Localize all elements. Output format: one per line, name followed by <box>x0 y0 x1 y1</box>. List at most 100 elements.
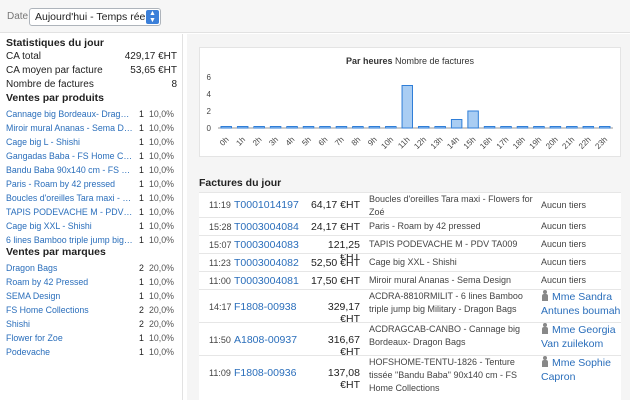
select-arrows-icon: ▲ ▼ <box>146 10 159 24</box>
x-tick-label: 19h <box>528 135 544 151</box>
stat-value: 53,65 €HT <box>130 65 177 76</box>
brand-name-link[interactable]: Dragon Bags <box>6 263 58 273</box>
invoice-row: 11:09 F1808-00936 137,08 €HT HOFSHOME-TENTU… <box>199 355 621 400</box>
product-row: Miroir mural Ananas - Sema Design 1 10,0% <box>6 121 180 135</box>
product-qty: 1 <box>139 221 144 231</box>
invoice-ref-link[interactable]: T0003004081 <box>234 275 299 287</box>
products-heading: Ventes par produits <box>6 92 105 104</box>
period-select[interactable]: Aujourd'hui - Temps réel ▲ ▼ <box>29 8 161 26</box>
chart-bar <box>516 126 529 129</box>
invoice-time: 15:07 <box>209 240 232 250</box>
customer-link[interactable]: Mme Sophie Capron <box>541 357 611 383</box>
filter-bar: Date Aujourd'hui - Temps réel ▲ ▼ <box>0 0 630 33</box>
x-tick-label: 9h <box>366 135 379 148</box>
product-name-link[interactable]: Miroir mural Ananas - Sema Design <box>6 123 133 133</box>
invoice-ref-link[interactable]: T0003004084 <box>234 221 299 233</box>
product-name-link[interactable]: 6 lines Bamboo triple jump big Military <box>6 235 133 245</box>
product-name-link[interactable]: Boucles d'oreilles Tara maxi - Flowers <box>6 193 133 203</box>
invoices-list: 11:19 T0001014197 64,17 €HT Boucles d'oreil… <box>199 192 621 400</box>
product-name-link[interactable]: Gangadas Baba - FS Home Collections <box>6 151 133 161</box>
invoice-ref-link[interactable]: A1808-00937 <box>234 334 298 346</box>
brand-percent: 20,0% <box>149 305 174 315</box>
x-tick-label: 2h <box>251 135 264 148</box>
product-name-link[interactable]: TAPIS PODEVACHE M - PDV TA009 <box>6 207 133 217</box>
product-name-link[interactable]: Bandu Baba 90x140 cm - FS Home <box>6 165 133 175</box>
invoice-ref-link[interactable]: T0003004082 <box>234 257 299 269</box>
x-tick-label: 23h <box>593 135 609 151</box>
invoice-time: 11:19 <box>209 200 231 210</box>
chart-bar <box>368 126 381 129</box>
y-tick-label: 6 <box>207 73 212 82</box>
x-tick-label: 3h <box>267 135 280 148</box>
x-tick-label: 15h <box>462 135 478 151</box>
invoice-label: ACDRAGCAB-CANBO - Cannage big Bordeaux- … <box>369 324 521 347</box>
product-percent: 10,0% <box>149 221 174 231</box>
invoice-label: Boucles d'oreilles Tara maxi - Flowers f… <box>369 194 533 217</box>
invoice-label: TAPIS PODEVACHE M - PDV TA009 <box>369 239 518 249</box>
invoice-ref-link[interactable]: F1808-00938 <box>234 301 297 313</box>
invoice-time: 11:23 <box>209 258 231 268</box>
brand-qty: 2 <box>139 319 144 329</box>
x-tick-label: 5h <box>300 135 313 148</box>
invoice-label: ACDRA-8810RMILIT - 6 lines Bamboo triple… <box>369 291 523 314</box>
y-tick-label: 2 <box>207 107 212 116</box>
chart-bar <box>500 126 512 129</box>
chart-bar <box>450 119 463 129</box>
invoice-customer: Aucun tiers <box>541 275 587 285</box>
x-tick-label: 8h <box>350 135 363 148</box>
product-percent: 10,0% <box>149 137 174 147</box>
brand-qty: 1 <box>139 277 144 287</box>
brand-name-link[interactable]: Flower for Zoe <box>6 333 63 343</box>
brand-percent: 10,0% <box>149 277 174 287</box>
invoice-ref-link[interactable]: F1808-00936 <box>234 367 297 379</box>
customer-link[interactable]: Mme Georgia Van zuilekom <box>541 324 616 350</box>
brand-percent: 10,0% <box>149 347 174 357</box>
brands-heading: Ventes par marques <box>6 246 106 258</box>
invoice-customer: Aucun tiers <box>541 221 587 231</box>
invoice-row: 11:23 T0003004082 52,50 €HT Cage big XXL - … <box>199 253 621 271</box>
invoice-row: 11:19 T0001014197 64,17 €HT Boucles d'oreil… <box>199 192 621 217</box>
product-row: TAPIS PODEVACHE M - PDV TA009 1 10,0% <box>6 205 180 219</box>
brand-name-link[interactable]: Podevache <box>6 347 51 357</box>
product-name-link[interactable]: Cage big XXL - Shishi <box>6 221 92 231</box>
x-tick-label: 1h <box>234 135 247 148</box>
date-label: Date <box>7 11 29 22</box>
brand-qty: 1 <box>139 333 144 343</box>
product-name-link[interactable]: Cage big L - Shishi <box>6 137 81 147</box>
invoice-customer: Mme Sandra Antunes boumah <box>541 290 621 318</box>
invoice-amount: 64,17 €HT <box>310 199 360 211</box>
customer-link[interactable]: Mme Sandra Antunes boumah <box>541 291 621 317</box>
stat-label: CA moyen par facture <box>6 65 103 76</box>
brand-row: Flower for Zoe 1 10,0% <box>6 331 180 345</box>
chart-bar <box>236 126 249 129</box>
chart-bar <box>566 126 578 129</box>
product-name-link[interactable]: Paris - Roam by 42 pressed <box>6 179 116 189</box>
brand-name-link[interactable]: FS Home Collections <box>6 305 89 315</box>
brand-name-link[interactable]: Shishi <box>6 319 30 329</box>
invoice-time: 14:17 <box>209 302 232 312</box>
x-tick-label: 21h <box>560 135 576 151</box>
brand-percent: 20,0% <box>149 319 174 329</box>
invoice-ref-link[interactable]: T0003004083 <box>234 239 299 251</box>
brand-row: Roam by 42 Pressed 1 10,0% <box>6 275 180 289</box>
chart-bar <box>352 126 364 129</box>
chart-bar <box>335 126 348 129</box>
period-select-value: Aujourd'hui - Temps réel <box>35 11 148 23</box>
chart-bar <box>467 110 479 129</box>
x-tick-label: 17h <box>495 135 511 151</box>
x-tick-label: 7h <box>333 135 346 148</box>
product-name-link[interactable]: Cannage big Bordeaux- Dragon Bags <box>6 109 133 119</box>
invoice-label: Cage big XXL - Shishi <box>369 257 457 267</box>
product-row: Gangadas Baba - FS Home Collections 1 10,0… <box>6 149 180 163</box>
brand-name-link[interactable]: SEMA Design <box>6 291 61 301</box>
product-percent: 10,0% <box>149 151 174 161</box>
brand-qty: 1 <box>139 347 144 357</box>
brand-qty: 2 <box>139 305 144 315</box>
invoice-amount: 24,17 €HT <box>310 221 360 233</box>
person-icon <box>541 323 549 334</box>
invoice-ref-link[interactable]: T0001014197 <box>234 199 299 211</box>
invoice-amount: 121,25 €HT <box>327 239 360 263</box>
brand-name-link[interactable]: Roam by 42 Pressed <box>6 277 89 287</box>
product-percent: 10,0% <box>149 123 174 133</box>
